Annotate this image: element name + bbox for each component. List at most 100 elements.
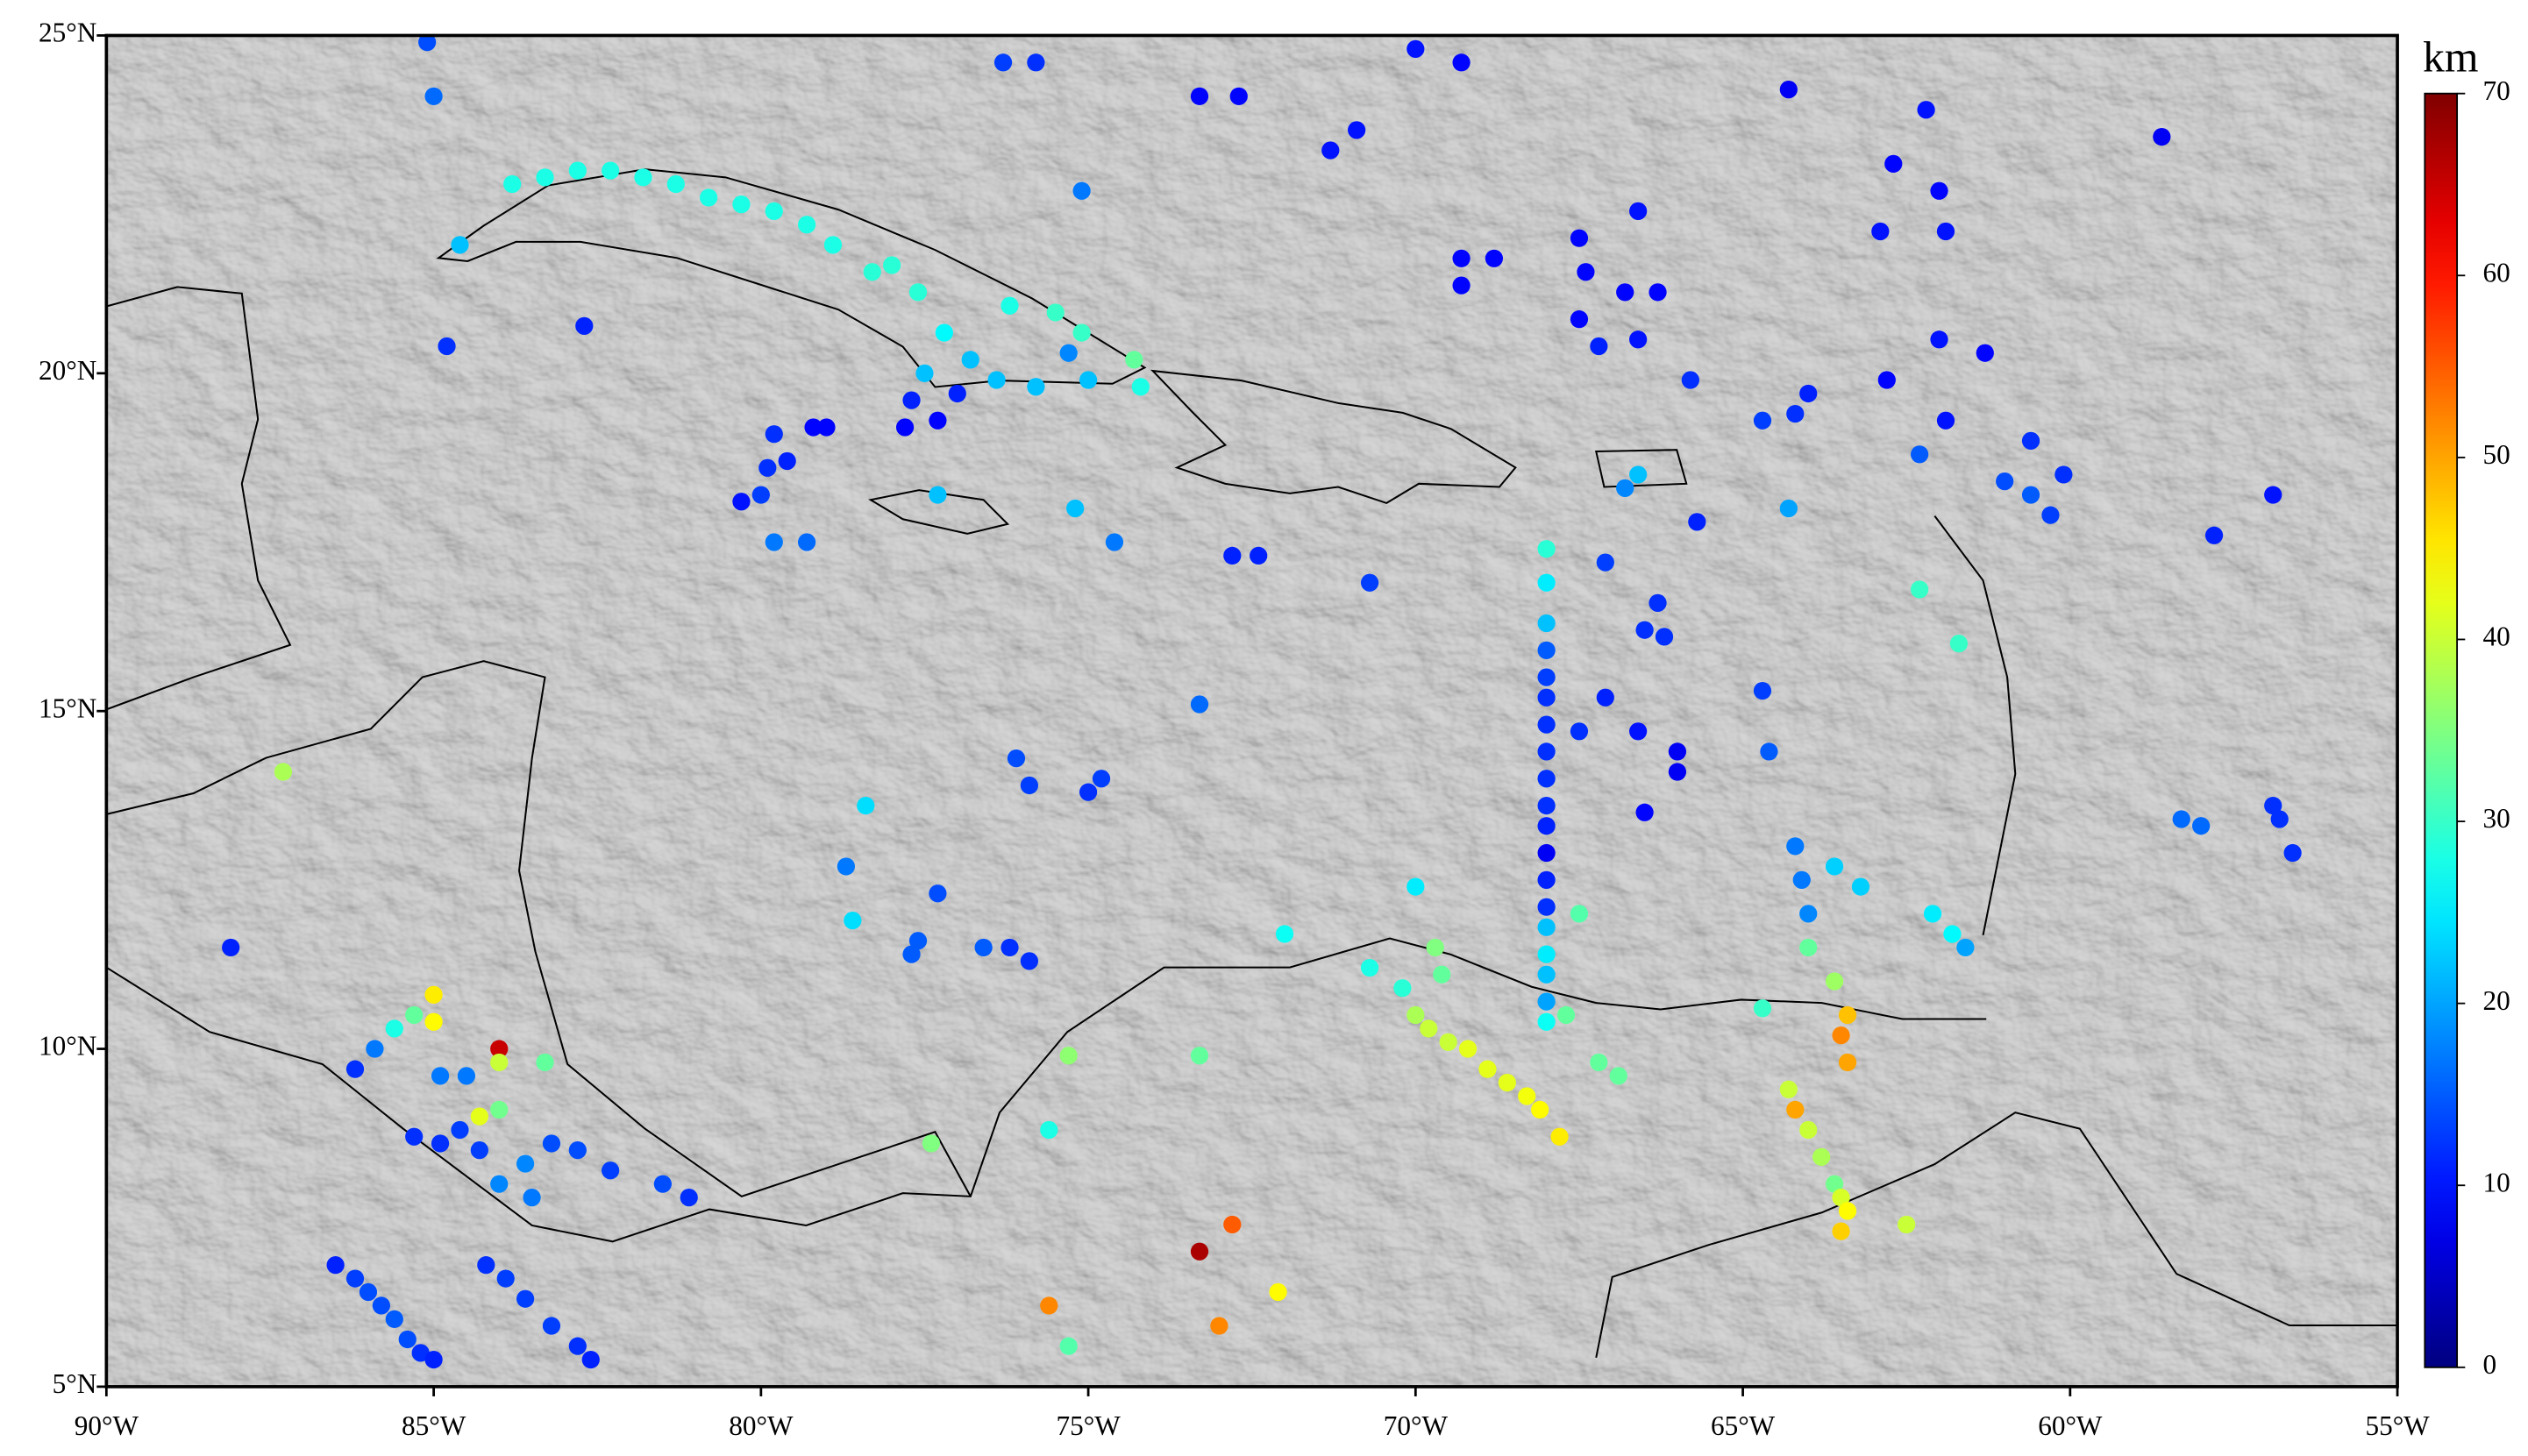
depth-point: [372, 1296, 390, 1315]
depth-point: [1452, 53, 1471, 72]
depth-point: [797, 533, 816, 551]
depth-point: [1537, 898, 1556, 916]
colorbar-tick-label: 10: [2483, 1167, 2510, 1197]
x-tick-label: 65°W: [1711, 1410, 1776, 1441]
depth-point: [405, 1005, 424, 1025]
depth-point: [568, 1337, 587, 1355]
depth-point: [1066, 499, 1085, 518]
depth-point: [1898, 1215, 1916, 1234]
depth-point: [1275, 925, 1294, 943]
depth-point: [1537, 715, 1556, 734]
coastline: [1595, 449, 1688, 488]
depth-point: [326, 1256, 345, 1275]
depth-point: [1393, 979, 1412, 998]
depth-point: [490, 1053, 509, 1072]
depth-point: [1760, 742, 1778, 761]
depth-point: [895, 418, 915, 437]
depth-point: [1518, 1087, 1536, 1105]
depth-point: [1531, 1100, 1549, 1119]
depth-point: [1079, 371, 1098, 389]
depth-point: [797, 216, 816, 234]
depth-point: [751, 486, 770, 504]
depth-point: [935, 323, 953, 342]
depth-point: [929, 411, 947, 430]
depth-point: [2021, 431, 2040, 451]
depth-point: [536, 168, 554, 187]
depth-point: [490, 1175, 509, 1193]
depth-point: [1668, 742, 1687, 761]
y-tick-label: 15°N: [39, 692, 96, 723]
coastline: [106, 937, 1987, 1243]
depth-point: [1786, 404, 1805, 423]
depth-point: [1871, 222, 1890, 241]
depth-point: [602, 1161, 620, 1180]
x-tick-label: 70°W: [1384, 1410, 1449, 1441]
depth-point: [1688, 513, 1706, 531]
depth-point: [1348, 121, 1366, 139]
depth-point: [823, 236, 843, 254]
depth-point: [345, 1269, 365, 1288]
depth-point: [902, 391, 921, 409]
depth-point: [516, 1154, 535, 1173]
depth-point: [1001, 938, 1019, 957]
depth-point: [1799, 384, 1818, 403]
y-tick-label: 25°N: [39, 18, 96, 48]
depth-point: [948, 384, 966, 403]
depth-point: [1537, 668, 1556, 686]
depth-point: [1996, 472, 2014, 491]
depth-point: [1040, 1120, 1058, 1140]
depth-point: [1917, 101, 1935, 119]
depth-point: [1537, 1012, 1556, 1031]
depth-point: [1799, 1120, 1818, 1140]
depth-point: [1131, 378, 1150, 396]
coastlines: [106, 168, 2398, 1358]
depth-point: [1923, 905, 1942, 923]
depth-point: [496, 1269, 515, 1288]
depth-point: [1812, 1147, 1831, 1166]
depth-point: [2283, 843, 2302, 863]
depth-point: [602, 161, 620, 180]
depth-point: [1250, 546, 1268, 565]
depth-point: [765, 533, 783, 551]
depth-point: [1458, 1040, 1478, 1058]
depth-point: [1825, 1175, 1844, 1193]
depth-point: [2054, 465, 2073, 484]
depth-point: [2153, 127, 2171, 146]
depth-point: [1210, 1317, 1228, 1335]
depth-point: [536, 1053, 554, 1072]
depth-point: [1360, 958, 1379, 977]
depth-point: [1779, 81, 1798, 99]
x-tick-label: 55°W: [2365, 1410, 2430, 1441]
depth-point: [915, 364, 934, 382]
depth-point: [1190, 1047, 1209, 1065]
depth-point: [1616, 479, 1634, 497]
depth-point: [1046, 303, 1065, 322]
depth-point: [1949, 634, 1969, 653]
depth-point: [568, 161, 587, 180]
depth-point: [902, 945, 921, 963]
depth-point: [1537, 540, 1556, 558]
y-tick-label: 5°N: [53, 1368, 97, 1399]
depth-point: [1072, 181, 1091, 200]
depth-point: [817, 418, 836, 437]
depth-point: [1570, 905, 1589, 923]
x-tick-label: 75°W: [1056, 1410, 1121, 1441]
depth-point: [700, 188, 718, 207]
depth-point: [1753, 411, 1772, 430]
depth-point: [1629, 722, 1648, 741]
depth-point: [1092, 770, 1111, 788]
depth-point: [1570, 722, 1589, 741]
depth-point: [1537, 688, 1556, 707]
depth-point: [385, 1310, 403, 1328]
colorbar-tick-label: 30: [2483, 803, 2510, 834]
depth-point: [457, 1067, 476, 1085]
depth-point: [922, 1134, 941, 1153]
depth-point: [1537, 817, 1556, 835]
depth-point: [345, 1060, 365, 1078]
depth-point: [581, 1350, 600, 1369]
depth-point: [1616, 283, 1634, 302]
depth-point: [1753, 681, 1772, 700]
depth-point: [1223, 546, 1242, 565]
depth-point: [837, 857, 855, 876]
depth-point: [1911, 445, 1929, 464]
